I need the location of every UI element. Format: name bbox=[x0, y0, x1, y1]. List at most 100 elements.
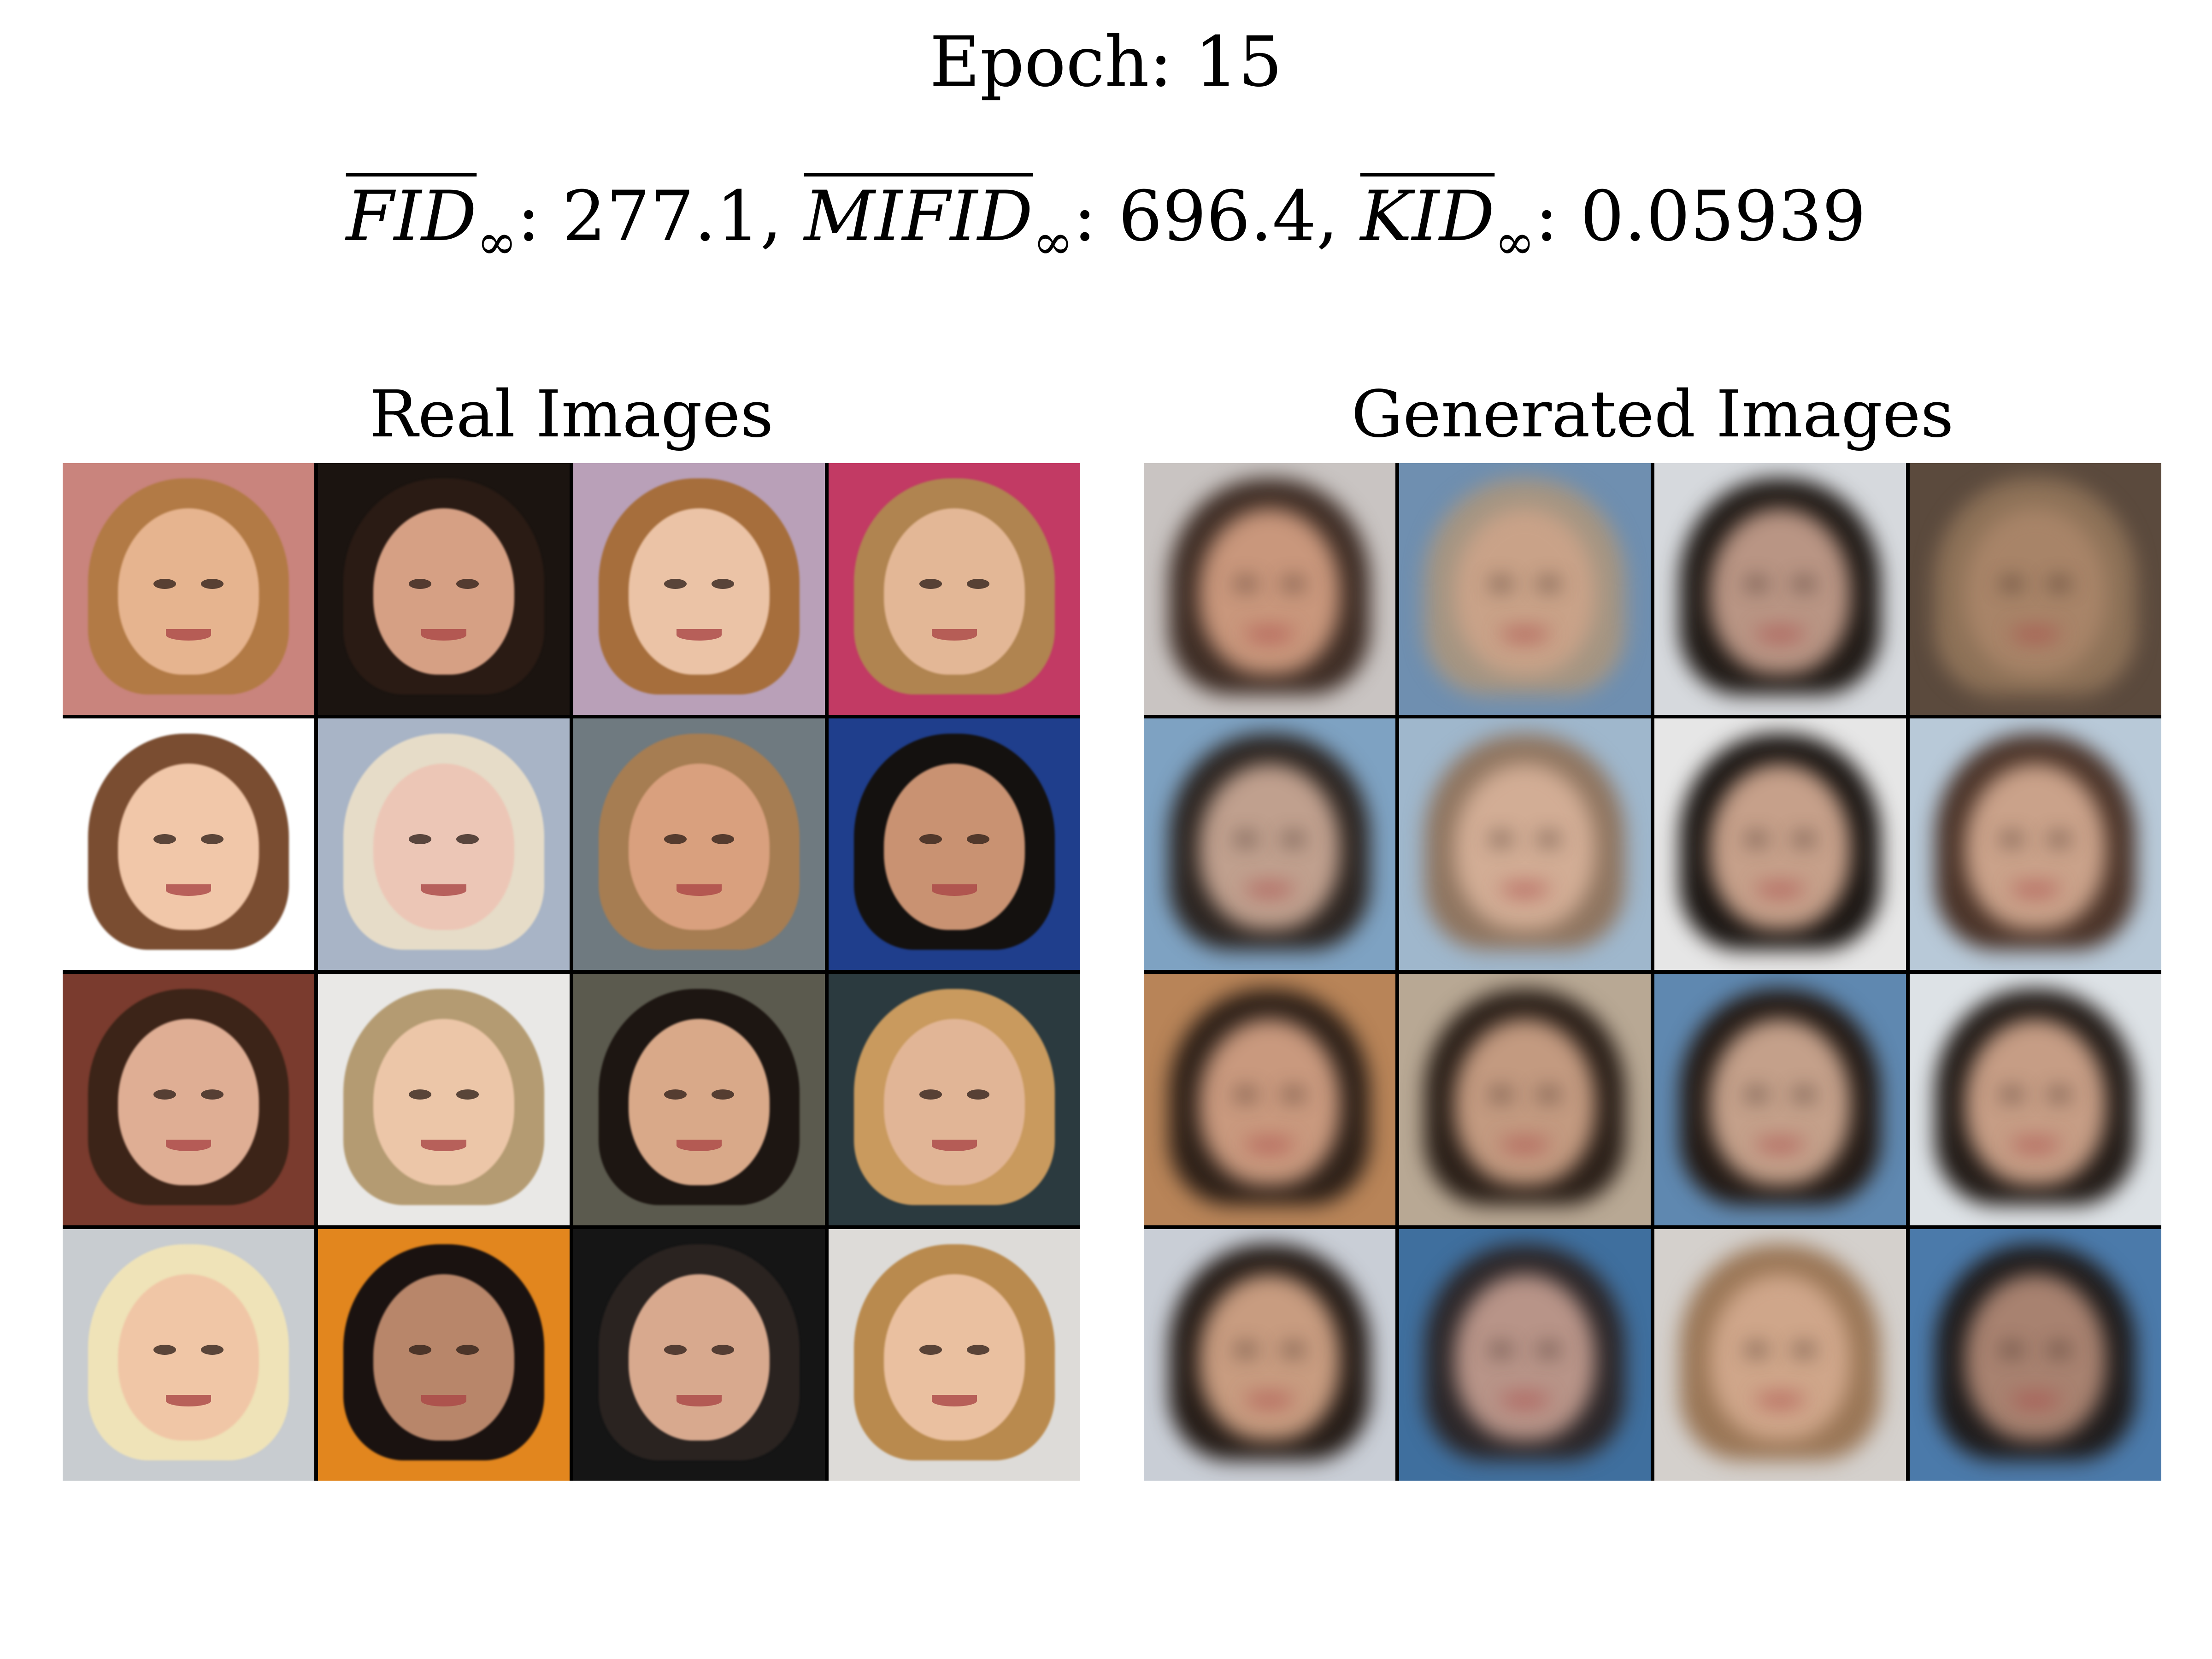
left-eye bbox=[1234, 834, 1257, 844]
face-shape bbox=[1454, 1274, 1595, 1441]
real-image-1 bbox=[63, 463, 314, 715]
left-eye bbox=[2000, 1345, 2023, 1355]
left-eye bbox=[664, 1345, 687, 1355]
face-shape bbox=[884, 508, 1025, 675]
face-shape bbox=[1454, 1019, 1595, 1185]
right-eye bbox=[1793, 1345, 1816, 1355]
mouth bbox=[165, 629, 212, 641]
left-eye bbox=[1234, 1345, 1257, 1355]
right-eye bbox=[1537, 1089, 1560, 1100]
real-image-12 bbox=[829, 974, 1080, 1225]
mouth bbox=[2012, 629, 2059, 641]
right-eye bbox=[456, 834, 479, 844]
face-shape bbox=[1710, 1274, 1851, 1441]
face-shape bbox=[1710, 764, 1851, 930]
left-eye bbox=[1489, 834, 1512, 844]
real-image-4 bbox=[829, 463, 1080, 715]
face-shape bbox=[1454, 508, 1595, 675]
face-shape bbox=[118, 508, 259, 675]
left-eye bbox=[153, 1345, 176, 1355]
metric-fid: FID∞: 277.1, bbox=[346, 176, 804, 270]
real-image-16 bbox=[829, 1229, 1080, 1481]
face-shape bbox=[373, 1019, 514, 1185]
face-shape bbox=[1199, 764, 1340, 930]
left-eye bbox=[1745, 579, 1768, 589]
metric-kid: KID∞: 0.05939 bbox=[1360, 176, 1866, 270]
mouth bbox=[1247, 1140, 1293, 1151]
generated-image-14 bbox=[1399, 1229, 1651, 1481]
face-shape bbox=[373, 508, 514, 675]
mouth bbox=[2012, 884, 2059, 896]
mouth bbox=[421, 1140, 467, 1151]
face-shape bbox=[1965, 1274, 2106, 1441]
face-shape bbox=[629, 1019, 770, 1185]
mouth bbox=[676, 1395, 722, 1406]
mouth bbox=[1502, 884, 1548, 896]
mouth bbox=[1502, 629, 1548, 641]
right-eye bbox=[967, 834, 990, 844]
generated-image-11 bbox=[1654, 974, 1906, 1225]
left-eye bbox=[408, 579, 431, 589]
left-eye bbox=[919, 1089, 942, 1100]
generated-image-6 bbox=[1399, 718, 1651, 970]
left-eye bbox=[1745, 834, 1768, 844]
mouth bbox=[2012, 1395, 2059, 1406]
generated-image-16 bbox=[1910, 1229, 2161, 1481]
right-eye bbox=[1537, 834, 1560, 844]
left-eye bbox=[153, 579, 176, 589]
left-eye bbox=[408, 1345, 431, 1355]
left-eye bbox=[919, 834, 942, 844]
right-eye bbox=[1282, 1345, 1305, 1355]
right-eye bbox=[1537, 579, 1560, 589]
right-eye bbox=[456, 579, 479, 589]
real-images-title: Real Images bbox=[369, 377, 774, 452]
left-eye bbox=[664, 579, 687, 589]
mouth bbox=[1757, 1140, 1803, 1151]
right-eye bbox=[2048, 1089, 2071, 1100]
right-eye bbox=[1537, 1345, 1560, 1355]
face-shape bbox=[629, 1274, 770, 1441]
real-image-8 bbox=[829, 718, 1080, 970]
metric-mifid-sub: ∞ bbox=[1033, 214, 1073, 270]
real-image-5 bbox=[63, 718, 314, 970]
real-image-2 bbox=[318, 463, 570, 715]
mouth bbox=[1502, 1395, 1548, 1406]
metric-fid-name: FID bbox=[346, 176, 477, 257]
real-image-7 bbox=[573, 718, 825, 970]
metrics-line: FID∞: 277.1, MIFID∞: 696.4, KID∞: 0.0593… bbox=[0, 166, 2212, 293]
face-shape bbox=[629, 764, 770, 930]
real-image-13 bbox=[63, 1229, 314, 1481]
right-eye bbox=[1282, 579, 1305, 589]
metric-kid-name: KID bbox=[1360, 176, 1495, 257]
real-image-6 bbox=[318, 718, 570, 970]
mouth bbox=[1247, 629, 1293, 641]
right-eye bbox=[1793, 834, 1816, 844]
face-shape bbox=[1454, 764, 1595, 930]
real-image-3 bbox=[573, 463, 825, 715]
generated-image-13 bbox=[1144, 1229, 1395, 1481]
mouth bbox=[421, 884, 467, 896]
metric-mifid-value: 696.4 bbox=[1118, 176, 1317, 257]
right-eye bbox=[2048, 1345, 2071, 1355]
mouth bbox=[676, 629, 722, 641]
face-shape bbox=[1199, 1274, 1340, 1441]
mouth bbox=[1247, 1395, 1293, 1406]
real-image-11 bbox=[573, 974, 825, 1225]
mouth bbox=[165, 1140, 212, 1151]
generated-image-2 bbox=[1399, 463, 1651, 715]
mouth bbox=[1757, 629, 1803, 641]
left-eye bbox=[1745, 1089, 1768, 1100]
right-eye bbox=[201, 1089, 224, 1100]
right-eye bbox=[967, 1089, 990, 1100]
generated-images-title: Generated Images bbox=[1351, 377, 1954, 452]
mouth bbox=[421, 629, 467, 641]
face-shape bbox=[1199, 1019, 1340, 1185]
epoch-title: Epoch: 15 bbox=[930, 22, 1282, 102]
mouth bbox=[2012, 1140, 2059, 1151]
right-eye bbox=[712, 1089, 735, 1100]
face-shape bbox=[884, 1274, 1025, 1441]
left-eye bbox=[153, 834, 176, 844]
right-eye bbox=[201, 834, 224, 844]
right-eye bbox=[967, 579, 990, 589]
mouth bbox=[1502, 1140, 1548, 1151]
